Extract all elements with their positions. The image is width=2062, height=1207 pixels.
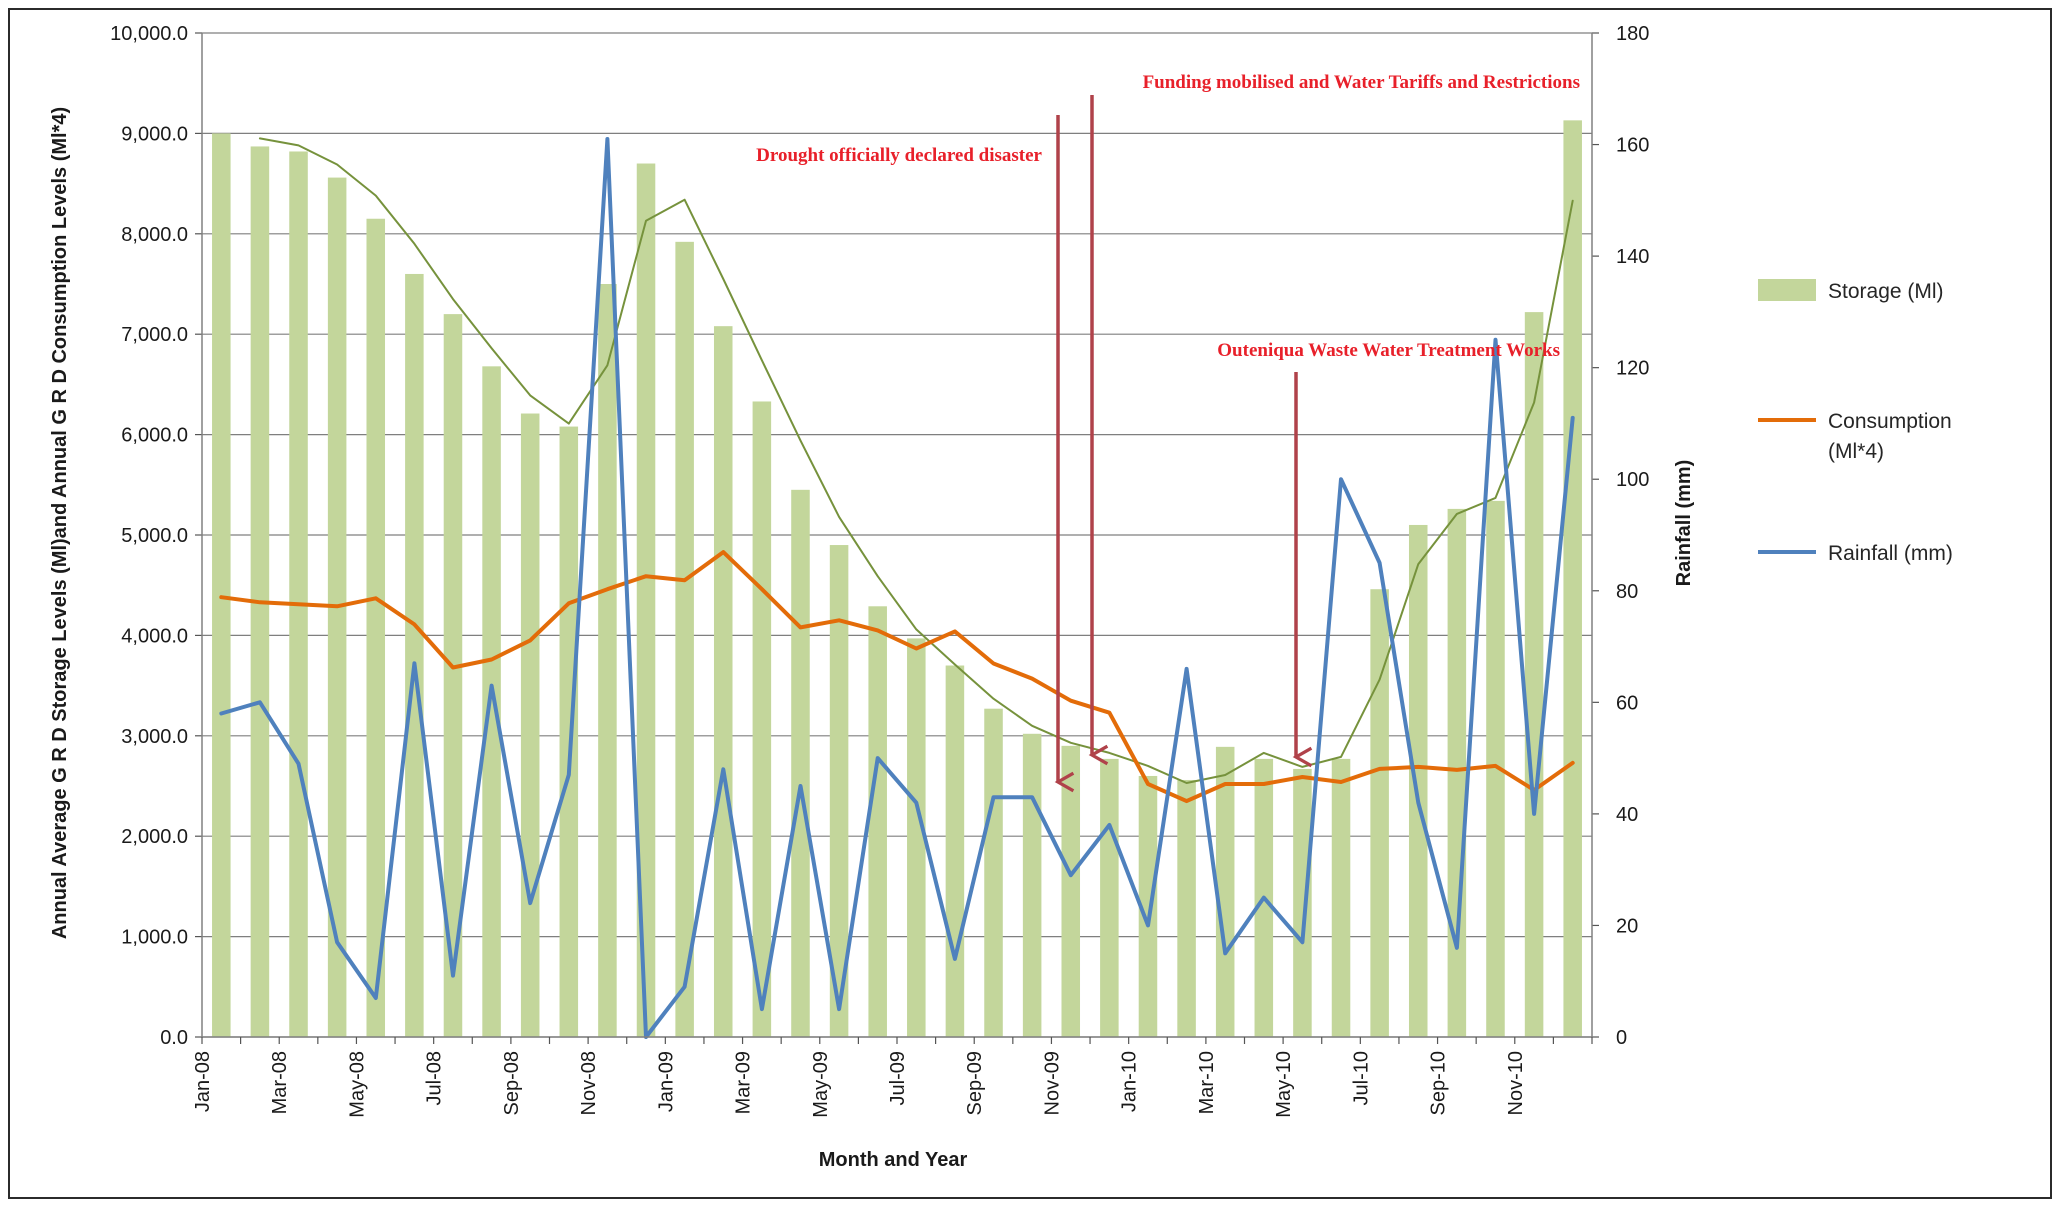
annotations: Drought officially declared disaster Fund…	[756, 72, 1580, 793]
x-tick-label: May-10	[1273, 1051, 1295, 1118]
storage-bar	[829, 545, 849, 1037]
y2-tick-label: 100	[1616, 469, 1649, 491]
storage-bar	[405, 273, 424, 1038]
y-tick-label: 9,000.0	[121, 123, 188, 145]
storage-bar	[1177, 779, 1196, 1037]
y2-tick-label: 0	[1616, 1027, 1627, 1049]
x-tick-label: Jan-10	[1119, 1051, 1141, 1112]
storage-bars	[212, 120, 1582, 1038]
storage-bar	[1061, 745, 1081, 1037]
storage-bar	[1331, 758, 1351, 1037]
x-axis-title: Month and Year	[819, 1149, 968, 1171]
y-axis-title: Annual Average G R D Storage Levels (Ml)…	[49, 107, 71, 939]
storage-bar	[945, 665, 965, 1037]
y-tick-label: 0.0	[160, 1027, 188, 1049]
x-tick-label: Nov-08	[578, 1051, 600, 1115]
y2-tick-label: 60	[1616, 692, 1638, 714]
y2-tick-label: 140	[1616, 246, 1649, 268]
storage-bar	[1447, 508, 1467, 1037]
y-tick-label: 5,000.0	[121, 525, 188, 547]
storage-bar	[598, 284, 617, 1037]
x-tick-label: Mar-09	[733, 1051, 755, 1114]
storage-bar	[1100, 758, 1119, 1037]
annotation-label: Outeniqua Waste Water Treatment Works	[1217, 340, 1560, 361]
storage-bar	[250, 146, 270, 1037]
x-tick-label: Jul-08	[424, 1051, 446, 1105]
storage-bar	[443, 314, 463, 1037]
trend-line	[258, 137, 1574, 784]
rainfall-line	[219, 137, 1575, 1039]
storage-bar	[1563, 120, 1582, 1037]
y2-tick-label: 80	[1616, 581, 1638, 603]
storage-bar	[675, 241, 694, 1037]
axes: 0.0 1,000.0 2,000.0 3,000.0 4,000.0 5,000.0 6,…	[110, 23, 1649, 1118]
y2-axis-title: Rainfall (mm)	[1673, 460, 1695, 587]
x-tick-label: Jan-08	[192, 1051, 214, 1112]
storage-bar	[212, 133, 231, 1037]
consumption-line	[219, 550, 1575, 804]
storage-bar	[1022, 733, 1042, 1037]
x-tick-label: Jul-09	[887, 1051, 909, 1105]
storage-bar	[636, 163, 656, 1037]
storage-bar	[984, 708, 1003, 1037]
y-tick-label: 3,000.0	[121, 726, 188, 748]
y2-tick-label: 120	[1616, 358, 1649, 380]
legend: Storage (Ml) Consumption (Ml*4) Rainfall (m…	[1758, 279, 1953, 565]
storage-bar	[868, 606, 887, 1037]
x-tick-label: Jan-09	[655, 1051, 677, 1112]
storage-bar	[520, 413, 540, 1037]
y-tick-label: 1,000.0	[121, 927, 188, 949]
y-tick-label: 4,000.0	[121, 625, 188, 647]
y2-tick-label: 180	[1616, 23, 1649, 45]
storage-bar	[482, 366, 501, 1037]
x-tick-label: Mar-08	[269, 1051, 291, 1114]
y-tick-label: 6,000.0	[121, 425, 188, 447]
annotation-label: Funding mobilised and Water Tariffs and …	[1143, 72, 1580, 93]
y-tick-label: 10,000.0	[110, 23, 188, 45]
annotation-label: Drought officially declared disaster	[756, 145, 1042, 166]
storage-bar	[1524, 312, 1544, 1037]
x-tick-label: Sep-10	[1428, 1051, 1450, 1116]
storage-bar	[752, 401, 772, 1037]
y2-tick-label: 160	[1616, 135, 1649, 157]
x-tick-label: Sep-08	[501, 1051, 523, 1116]
x-tick-label: Jul-10	[1350, 1051, 1372, 1105]
y2-tick-label: 40	[1616, 804, 1638, 826]
storage-bar	[713, 326, 733, 1038]
storage-bar	[1293, 768, 1312, 1037]
y-tick-label: 8,000.0	[121, 224, 188, 246]
storage-bar	[907, 638, 926, 1037]
y2-tick-label: 20	[1616, 915, 1638, 937]
storage-bar	[791, 489, 810, 1037]
legend-label: Rainfall (mm)	[1828, 542, 1953, 565]
x-tick-label: May-09	[810, 1051, 832, 1118]
y-tick-label: 7,000.0	[121, 324, 188, 346]
storage-bar	[559, 426, 579, 1037]
x-tick-label: Nov-10	[1505, 1051, 1527, 1115]
x-tick-label: May-08	[346, 1051, 368, 1118]
y-tick-label: 2,000.0	[121, 826, 188, 848]
x-tick-label: Mar-10	[1196, 1051, 1218, 1114]
storage-bar	[1408, 524, 1428, 1037]
x-tick-label: Nov-09	[1041, 1051, 1063, 1115]
storage-bar	[1138, 775, 1158, 1037]
storage-bar	[366, 218, 386, 1038]
series-lines	[219, 137, 1575, 1039]
storage-bar	[289, 151, 308, 1038]
legend-swatch-storage	[1758, 279, 1816, 301]
legend-label: Consumption	[1828, 410, 1952, 433]
storage-bar	[1486, 500, 1505, 1037]
legend-label: (Ml*4)	[1828, 440, 1884, 463]
storage-bar	[1370, 589, 1389, 1037]
legend-label: Storage (Ml)	[1828, 280, 1944, 303]
storage-bar	[1215, 746, 1235, 1037]
x-tick-label: Sep-09	[964, 1051, 986, 1116]
